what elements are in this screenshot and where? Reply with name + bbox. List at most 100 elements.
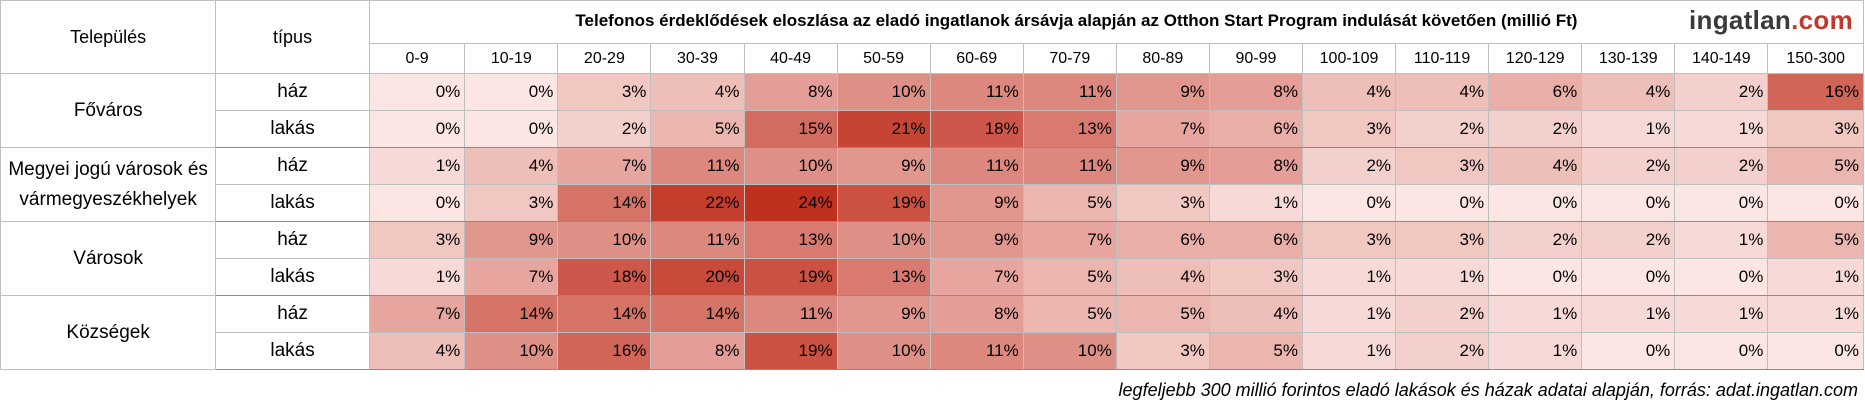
- table-row: Községek ház 7% 14% 14% 14% 11% 9% 8% 5% 5% 4% 1% 2% 1…: [0, 295, 1864, 370]
- heatmap-cell: 3%: [1115, 184, 1210, 222]
- bin-label: 20-29: [557, 43, 652, 74]
- heatmap-cell: 7%: [368, 295, 466, 333]
- property-type: ház: [215, 295, 370, 333]
- heatmap-cell: 0%: [1767, 184, 1864, 222]
- heatmap-cell: 1%: [1674, 110, 1769, 148]
- heatmap-cell: 3%: [1301, 110, 1397, 148]
- heatmap-cell: 16%: [557, 332, 652, 370]
- heatmap-cell: 2%: [1301, 147, 1397, 185]
- heatmap-cell: 1%: [1767, 295, 1864, 333]
- heatmap-cell: 3%: [1395, 221, 1490, 259]
- bin-label: 150-300: [1767, 43, 1864, 74]
- heatmap-cell: 0%: [1395, 184, 1490, 222]
- heatmap-cell: 0%: [1488, 258, 1583, 296]
- heatmap-cell: 11%: [743, 295, 838, 333]
- bin-label: 50-59: [836, 43, 931, 74]
- logo-tld: .com: [1791, 5, 1853, 35]
- heatmap-cell: 7%: [929, 258, 1024, 296]
- heatmap-cell: 0%: [368, 184, 466, 222]
- heatmap-cell: 1%: [1581, 110, 1676, 148]
- heatmap-cell: 1%: [1395, 258, 1490, 296]
- heatmap-cell: 1%: [1301, 332, 1397, 370]
- heatmap-cell: 2%: [1395, 110, 1490, 148]
- heatmap-cell: 2%: [1488, 221, 1583, 259]
- heatmap-cell: 9%: [929, 221, 1024, 259]
- heatmap-cell: 2%: [1395, 295, 1490, 333]
- bin-label: 90-99: [1208, 43, 1303, 74]
- heatmap-cell: 5%: [650, 110, 745, 148]
- heatmap-cell: 3%: [1115, 332, 1210, 370]
- heatmap-cell: 7%: [1022, 221, 1117, 259]
- heatmap-cell: 21%: [836, 110, 931, 148]
- heatmap-cell: 2%: [1674, 73, 1769, 111]
- table-row: Főváros ház 0% 0% 3% 4% 8% 10% 11% 11% 9% 8% 4% 4% 6% 4…: [0, 73, 1864, 148]
- heatmap-cell: 11%: [650, 147, 745, 185]
- heatmap-cell: 6%: [1488, 73, 1583, 111]
- heatmap-cell: 14%: [557, 295, 652, 333]
- heatmap-cell: 10%: [743, 147, 838, 185]
- heatmap-cell: 4%: [1115, 258, 1210, 296]
- table-row: lakás 0% 0% 2% 5% 15% 21% 18% 13% 7% 6% 3% 2% 2% 1% 1% 3…: [1, 110, 1864, 148]
- table-row: Városok ház 3% 9% 10% 11% 13% 10% 9% 7% 6% 6% 3% 3% 2%…: [0, 221, 1864, 296]
- heatmap-cell: 0%: [1674, 332, 1769, 370]
- chart-title: Telefonos érdeklődések eloszlása az elad…: [575, 11, 1578, 30]
- heatmap-cell: 18%: [557, 258, 652, 296]
- heatmap-cell: 0%: [464, 73, 559, 111]
- heatmap-cell: 1%: [368, 258, 466, 296]
- heatmap-cell: 6%: [1115, 221, 1210, 259]
- heatmap-cell: 10%: [836, 73, 931, 111]
- heatmap-cell: 4%: [650, 73, 745, 111]
- bin-label: 120-129: [1488, 43, 1583, 74]
- bin-label: 100-109: [1301, 43, 1397, 74]
- heatmap-cell: 3%: [1208, 258, 1303, 296]
- heatmap-cell: 5%: [1022, 258, 1117, 296]
- heatmap-cell: 0%: [1301, 184, 1397, 222]
- heatmap-cell: 1%: [1581, 295, 1676, 333]
- heatmap-cell: 16%: [1767, 73, 1864, 111]
- heatmap-cell: 8%: [650, 332, 745, 370]
- heatmap-cell: 14%: [464, 295, 559, 333]
- heatmap-cell: 2%: [1488, 110, 1583, 148]
- heatmap-cell: 4%: [1395, 73, 1490, 111]
- heatmap-cell: 7%: [557, 147, 652, 185]
- heatmap-cell: 19%: [836, 184, 931, 222]
- heatmap-cell: 5%: [1767, 147, 1864, 185]
- heatmap-cell: 18%: [929, 110, 1024, 148]
- property-type: lakás: [215, 332, 370, 370]
- heatmap-cell: 1%: [1488, 332, 1583, 370]
- heatmap-cell: 5%: [1767, 221, 1864, 259]
- heatmap-cell: 11%: [929, 147, 1024, 185]
- heatmap-cell: 1%: [1208, 184, 1303, 222]
- footer-note: legfeljebb 300 millió forintos eladó lak…: [1118, 380, 1858, 400]
- heatmap-cell: 11%: [1022, 73, 1117, 111]
- heatmap-cell: 3%: [464, 184, 559, 222]
- heatmap-cell: 1%: [1301, 295, 1397, 333]
- header-tipus: típus: [215, 0, 370, 74]
- settlement-name: Főváros: [0, 73, 217, 148]
- heatmap-cell: 24%: [743, 184, 838, 222]
- heatmap-cell: 2%: [1674, 147, 1769, 185]
- heatmap-cell: 10%: [1022, 332, 1117, 370]
- heatmap-cell: 8%: [1208, 147, 1303, 185]
- heatmap-cell: 11%: [650, 221, 745, 259]
- settlement-name: Megyei jogú városok és vármegyeszékhelye…: [0, 147, 217, 222]
- heatmap-cell: 8%: [929, 295, 1024, 333]
- heatmap-cell: 5%: [1208, 332, 1303, 370]
- heatmap-cell: 6%: [1208, 110, 1303, 148]
- heatmap-cell: 2%: [557, 110, 652, 148]
- heatmap-cell: 2%: [1581, 147, 1676, 185]
- heatmap-cell: 2%: [1581, 221, 1676, 259]
- ingatlan-logo: ingatlan.com: [1689, 5, 1853, 36]
- heatmap-cell: 15%: [743, 110, 838, 148]
- heatmap-cell: 0%: [1767, 332, 1864, 370]
- heatmap-cell: 13%: [1022, 110, 1117, 148]
- heatmap-cell: 10%: [557, 221, 652, 259]
- heatmap-cell: 9%: [836, 295, 931, 333]
- heatmap-cell: 0%: [1674, 258, 1769, 296]
- heatmap-cell: 7%: [464, 258, 559, 296]
- heatmap-cell: 0%: [1488, 184, 1583, 222]
- heatmap-cell: 20%: [650, 258, 745, 296]
- heatmap-cell: 14%: [557, 184, 652, 222]
- heatmap-cell: 9%: [1115, 73, 1210, 111]
- table-row: lakás 4% 10% 16% 8% 19% 10% 11% 10% 3% 5% 1% 2% 1% 0% 0…: [1, 332, 1864, 370]
